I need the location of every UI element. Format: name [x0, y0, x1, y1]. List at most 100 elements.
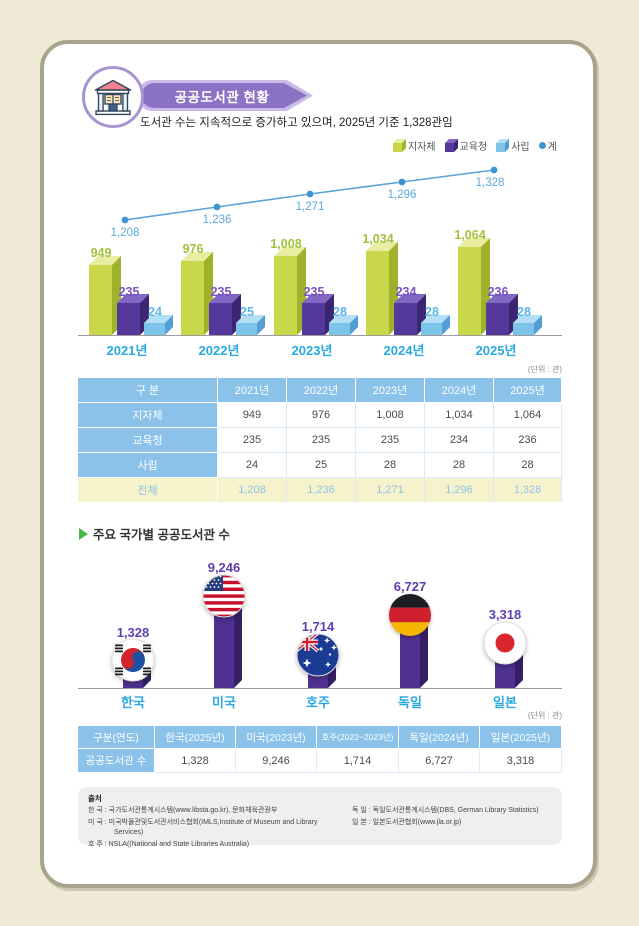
- bar-gyoyukcheong-2024: [394, 303, 417, 335]
- banner-arrow-shape: [137, 80, 313, 111]
- legend-item-gyoyukcheong: 교육청: [444, 138, 488, 153]
- total-value-2022: 1,236: [202, 214, 232, 226]
- legend-item-jajache: 지자체: [393, 138, 436, 153]
- year-label-2023: 2023년: [291, 343, 333, 358]
- col-header: 2022년: [287, 378, 356, 403]
- bar-sarip-2025: [513, 323, 534, 335]
- line-dot-icon: [538, 142, 546, 149]
- bar-jajache-2022: [181, 261, 204, 335]
- bar-jajache-2024: [366, 251, 389, 335]
- source-japan: 일 본 : 일본도서관협회(www.jla.or.jp): [352, 818, 462, 826]
- source-australia: 호 주 : NSLA((National and State Libraries…: [88, 840, 250, 848]
- section2-header: 주요 국가별 공공도서관 수: [79, 524, 230, 543]
- col-header: 2023년: [356, 378, 425, 403]
- gyoyukcheong-value-2023: 235: [303, 285, 325, 299]
- unit-note-2: (단위 : 관): [527, 711, 562, 720]
- row-header: 공공도서관 수: [78, 749, 155, 773]
- legend-label: 계: [547, 142, 557, 153]
- legend-item-total: 계: [538, 138, 557, 153]
- title-banner: 공공도서관 현황: [137, 80, 317, 111]
- legend-item-sarip: 사립: [496, 138, 530, 153]
- sources-title: 출처: [88, 794, 102, 803]
- gyoyukcheong-value-2025: 236: [487, 285, 509, 299]
- country-label-germany: 독일: [398, 695, 422, 710]
- cell: 28: [425, 453, 494, 478]
- legend-label: 교육청: [459, 142, 488, 153]
- total-line-chart: [121, 166, 498, 224]
- page-subtitle: 도서관 수는 지속적으로 증가하고 있으며, 2025년 기준 1,328관임: [140, 117, 453, 129]
- jajache-value-2024: 1,034: [362, 232, 394, 246]
- col-header: 미국(2023년): [236, 726, 317, 749]
- cell: 1,236: [287, 478, 356, 502]
- year-label-2022: 2022년: [198, 343, 240, 358]
- country-value-korea: 1,328: [116, 625, 150, 640]
- cell: 25: [287, 453, 356, 478]
- total-value-2024: 1,296: [387, 189, 417, 201]
- bar-gyoyukcheong-2025: [486, 303, 509, 335]
- bar-jajache-2023: [274, 256, 297, 335]
- yellow-cube-icon: [393, 139, 406, 152]
- japan-flag-icon: [483, 621, 527, 665]
- gyoyukcheong-value-2022: 235: [210, 285, 232, 299]
- country-label-australia: 호주: [306, 695, 330, 710]
- cell: 1,271: [356, 478, 425, 502]
- cell: 976: [287, 403, 356, 428]
- unit-note-1: (단위 : 관): [527, 365, 562, 374]
- germany-flag-icon: [389, 594, 431, 636]
- cell: 235: [287, 428, 356, 453]
- cell: 235: [218, 428, 287, 453]
- cell: 1,034: [425, 403, 494, 428]
- bar-sarip-2023: [329, 323, 350, 335]
- sources-left-column: 한 국 : 국가도서관통계시스템(www.libsta.go.kr), 문화체육…: [88, 806, 346, 851]
- page-title: 공공도서관 현황: [174, 89, 270, 105]
- sarip-value-2022: 25: [240, 305, 254, 319]
- chart1-legend: 지자체 교육청 사립 계: [393, 138, 557, 153]
- table-row: 공공도서관 수 1,328 9,246 1,714 6,727 3,318: [78, 749, 562, 773]
- source-korea: 한 국 : 국가도서관통계시스템(www.libsta.go.kr), 문화체육…: [88, 807, 278, 814]
- australia-flag-icon: [296, 633, 340, 677]
- col-header: 2021년: [218, 378, 287, 403]
- col-header: 일본(2025년): [480, 726, 562, 749]
- col-header: 한국(2025년): [155, 726, 236, 749]
- sarip-value-2025: 28: [517, 305, 531, 319]
- bar-sarip-2021: [144, 323, 165, 335]
- year-label-2024: 2024년: [383, 343, 425, 358]
- gyoyukcheong-value-2021: 235: [118, 285, 140, 299]
- library-by-country-table: 구분(연도) 한국(2025년) 미국(2023년) 호주(2022~2023년…: [78, 726, 562, 773]
- usa-flag-icon: [202, 574, 246, 618]
- chart1-baseline: [78, 335, 562, 336]
- cell: 1,296: [425, 478, 494, 502]
- cell: 949: [218, 403, 287, 428]
- column-australia: [308, 672, 328, 688]
- total-value-2025: 1,328: [475, 177, 505, 189]
- cell: 24: [218, 453, 287, 478]
- bar-sarip-2022: [236, 323, 257, 335]
- total-value-2023: 1,271: [295, 201, 325, 213]
- korea-flag-icon: [111, 638, 155, 682]
- cell: 1,008: [356, 403, 425, 428]
- table-header-row: 구분(연도) 한국(2025년) 미국(2023년) 호주(2022~2023년…: [78, 726, 562, 749]
- green-arrow-icon: [79, 527, 88, 540]
- sources-box: 출처 한 국 : 국가도서관통계시스템(www.libsta.go.kr), 문…: [78, 787, 562, 848]
- bar-gyoyukcheong-2023: [302, 303, 325, 335]
- legend-label: 사립: [511, 142, 530, 153]
- gyoyukcheong-value-2024: 234: [395, 285, 417, 299]
- col-header: 구분(연도): [78, 726, 155, 749]
- bar-sarip-2024: [421, 323, 442, 335]
- legend-label: 지자체: [408, 142, 436, 153]
- bar-gyoyukcheong-2022: [209, 303, 232, 335]
- cell: 1,064: [494, 403, 562, 428]
- bar-jajache-2021: [89, 265, 112, 335]
- section2-title: 주요 국가별 공공도서관 수: [93, 528, 230, 542]
- year-label-2021: 2021년: [106, 343, 148, 358]
- library-by-year-table: 구 분 2021년 2022년 2023년 2024년 2025년 지자체 94…: [78, 378, 562, 502]
- cell: 28: [356, 453, 425, 478]
- jajache-value-2023: 1,008: [270, 237, 302, 251]
- cell: 234: [425, 428, 494, 453]
- library-building-icon-art: [94, 79, 132, 116]
- total-value-2021: 1,208: [110, 227, 140, 239]
- table-header-row: 구 분 2021년 2022년 2023년 2024년 2025년: [78, 378, 562, 403]
- column-korea: [123, 677, 143, 688]
- jajache-value-2022: 976: [182, 242, 204, 256]
- cell: 9,246: [236, 749, 317, 773]
